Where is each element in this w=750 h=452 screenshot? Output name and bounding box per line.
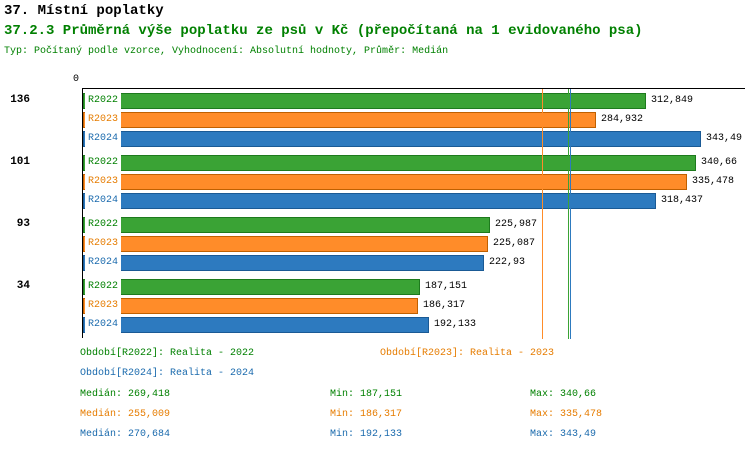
bar-row: R2023 186,317 [83, 298, 746, 314]
bar-series-label: R2023 [85, 236, 122, 252]
stat-median-r2022: Medián: 269,418 [80, 389, 171, 400]
bar-series-label: R2023 [85, 298, 122, 314]
bar-value-label: 186,317 [423, 300, 466, 311]
axis-zero-label: 0 [72, 74, 79, 85]
bar-r2023 [83, 174, 687, 190]
bar-value-label: 192,133 [434, 319, 477, 330]
legend-item-r2022: Období[R2022]: Realita - 2022 [80, 348, 255, 359]
bar-row: R2024 222,93 [83, 255, 746, 271]
bar-series-label: R2023 [85, 174, 122, 190]
bar-row: R2023 335,478 [83, 174, 746, 190]
group-label: 93 [16, 218, 30, 230]
stat-max-r2024: Max: 343,49 [530, 429, 597, 440]
legend-item-r2023: Období[R2023]: Realita - 2023 [380, 348, 555, 359]
chart-meta: Typ: Počítaný podle vzorce, Vyhodnocení:… [4, 46, 449, 57]
group-label: 101 [10, 156, 30, 168]
bar-value-label: 225,987 [495, 219, 538, 230]
bar-r2024 [83, 255, 484, 271]
bar-r2024 [83, 317, 429, 333]
bar-value-label: 312,849 [651, 95, 694, 106]
bar-row: R2023 284,932 [83, 112, 746, 128]
bar-r2023 [83, 112, 596, 128]
bar-r2023 [83, 298, 418, 314]
bar-r2022 [83, 93, 646, 109]
page-title: 37. Místní poplatky [4, 3, 164, 19]
bar-series-label: R2022 [85, 217, 122, 233]
bar-series-label: R2024 [85, 317, 122, 333]
bar-r2023 [83, 236, 488, 252]
bar-row: R2022 187,151 [83, 279, 746, 295]
bar-series-label: R2024 [85, 131, 122, 147]
bar-value-label: 343,49 [706, 133, 743, 144]
median-line-r2022 [568, 89, 569, 339]
bar-value-label: 187,151 [425, 281, 468, 292]
stat-min-r2023: Min: 186,317 [330, 409, 403, 420]
bar-row: R2024 343,49 [83, 131, 746, 147]
bar-value-label: 335,478 [692, 176, 735, 187]
bar-series-label: R2022 [85, 155, 122, 171]
stat-median-r2024: Medián: 270,684 [80, 429, 171, 440]
bar-series-label: R2022 [85, 93, 122, 109]
bar-series-label: R2022 [85, 279, 122, 295]
legend-item-r2024: Období[R2024]: Realita - 2024 [80, 368, 255, 379]
bar-r2022 [83, 279, 420, 295]
stat-min-r2024: Min: 192,133 [330, 429, 403, 440]
bar-row: R2022 225,987 [83, 217, 746, 233]
bar-value-label: 318,437 [661, 195, 704, 206]
median-line-r2024 [570, 89, 571, 339]
bar-value-label: 225,087 [493, 238, 536, 249]
bar-value-label: 340,66 [701, 157, 738, 168]
stat-max-r2022: Max: 340,66 [530, 389, 597, 400]
bar-r2022 [83, 217, 490, 233]
bar-chart-plot: R2022 312,849 R2023 284,932 R2024 343,49 R2022… [82, 88, 746, 339]
stat-max-r2023: Max: 335,478 [530, 409, 603, 420]
group-label: 136 [10, 94, 30, 106]
bar-r2022 [83, 155, 696, 171]
bar-value-label: 222,93 [489, 257, 526, 268]
bar-value-label: 284,932 [601, 114, 644, 125]
bar-row: R2024 192,133 [83, 317, 746, 333]
bar-series-label: R2023 [85, 112, 122, 128]
median-line-r2023 [542, 89, 543, 339]
stat-median-r2023: Medián: 255,009 [80, 409, 171, 420]
bar-r2024 [83, 193, 656, 209]
bar-r2024 [83, 131, 701, 147]
group-label: 34 [16, 280, 30, 292]
bar-row: R2023 225,087 [83, 236, 746, 252]
bar-row: R2022 312,849 [83, 93, 746, 109]
chart-title: 37.2.3 Průměrná výše poplatku ze psů v K… [4, 23, 643, 39]
bar-series-label: R2024 [85, 255, 122, 271]
bar-row: R2024 318,437 [83, 193, 746, 209]
stat-min-r2022: Min: 187,151 [330, 389, 403, 400]
bar-series-label: R2024 [85, 193, 122, 209]
bar-row: R2022 340,66 [83, 155, 746, 171]
